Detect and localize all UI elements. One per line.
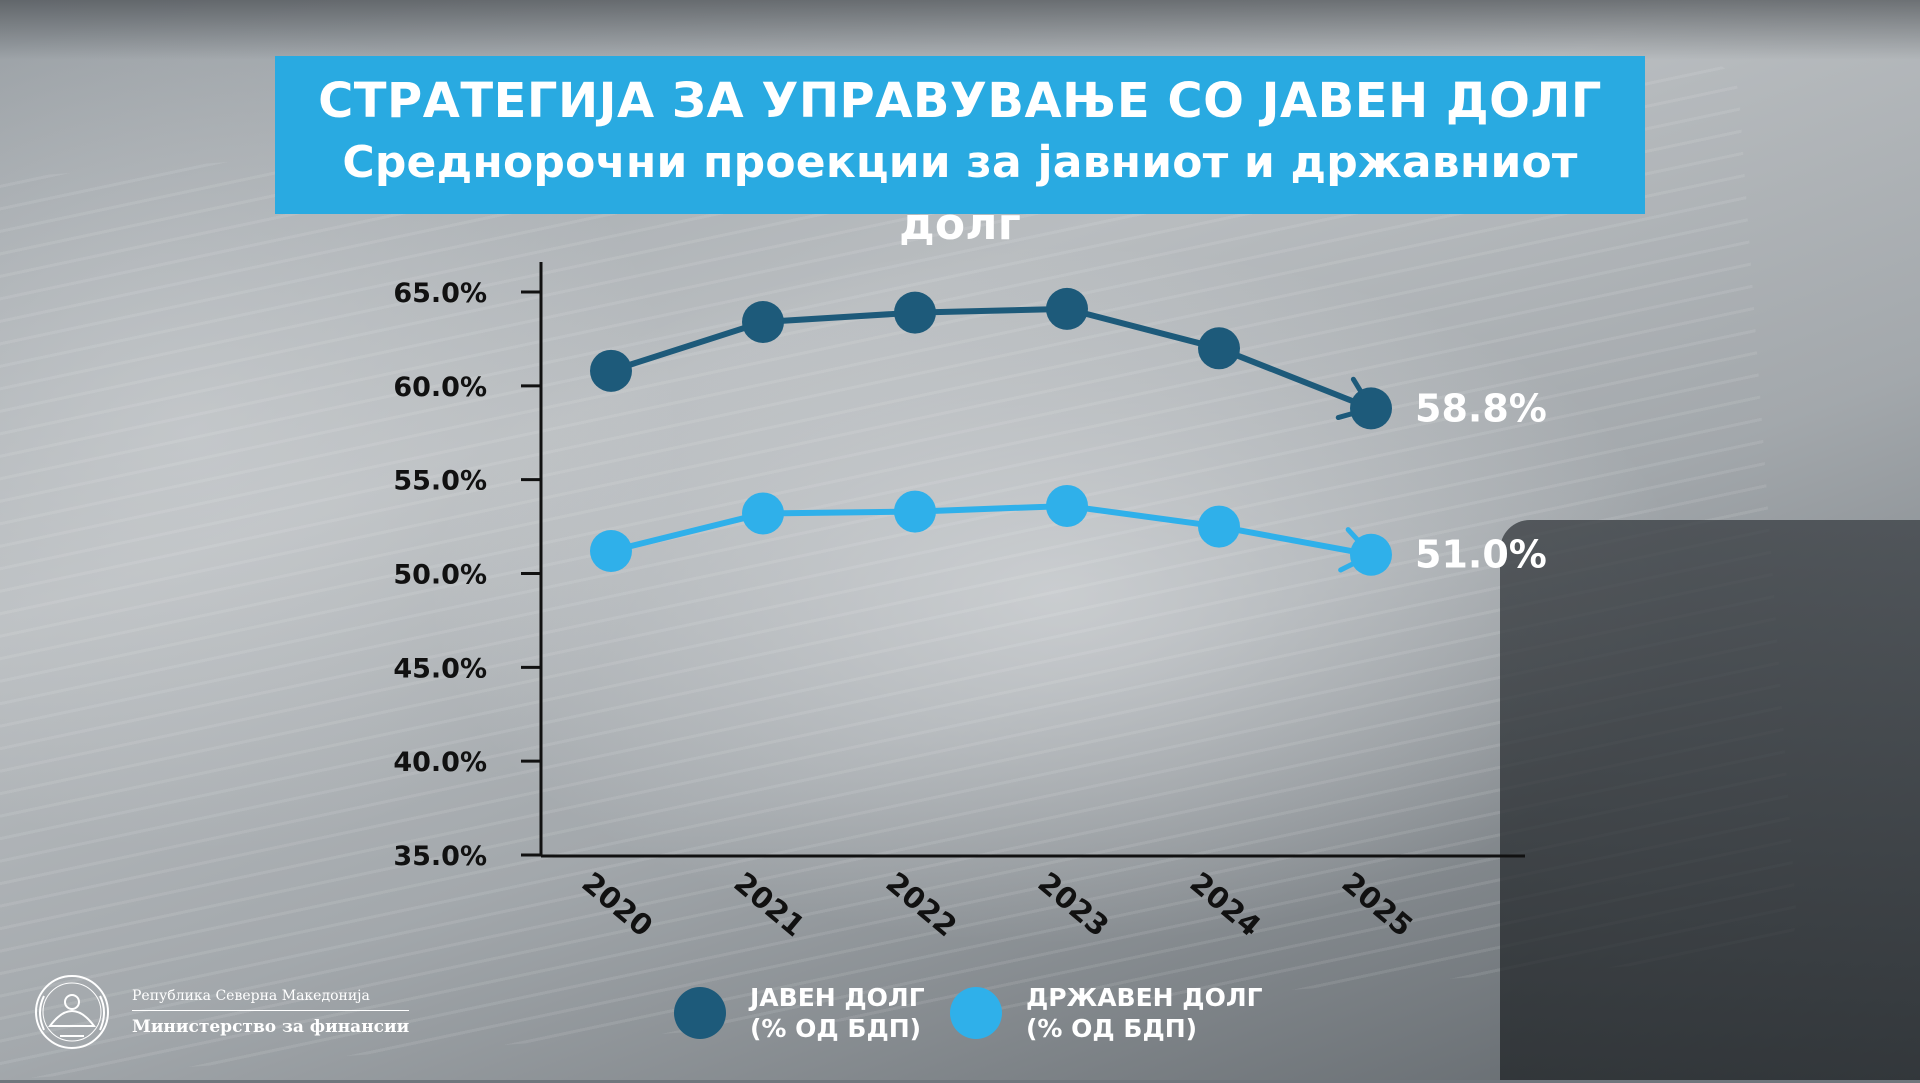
logo-ministry: Министерство за финансии <box>132 1016 410 1037</box>
end-value-label: 51.0% <box>1415 533 1547 577</box>
data-point <box>1046 287 1088 330</box>
legend-label-public-debt: ЈАВЕН ДОЛГ (% ОД БДП) <box>750 983 925 1043</box>
x-tick-label: 2023 <box>1032 865 1116 943</box>
data-point <box>590 349 632 392</box>
x-tick-label: 2025 <box>1336 865 1420 943</box>
x-tick-label: 2020 <box>576 865 660 943</box>
legend-marker-state-debt <box>950 987 1002 1039</box>
x-tick-label: 2024 <box>1184 865 1268 943</box>
data-point <box>1046 484 1088 527</box>
legend-item-public-debt: ЈАВЕН ДОЛГ (% ОД БДП) <box>674 982 925 1044</box>
y-tick-label: 65.0% <box>393 278 487 309</box>
data-point <box>894 291 936 334</box>
chart-subtitle: Среднорочни проекции за јавниот и државн… <box>342 137 1578 250</box>
data-point <box>1350 533 1392 576</box>
x-tick-label: 2021 <box>728 865 812 943</box>
legend-item-state-debt: ДРЖАВЕН ДОЛГ (% ОД БДП) <box>950 982 1263 1044</box>
logo-country: Република Северна Македонија <box>132 988 410 1011</box>
data-point <box>1198 327 1240 370</box>
y-tick-label: 55.0% <box>393 466 487 497</box>
data-point <box>894 490 936 533</box>
end-value-label: 58.8% <box>1415 386 1547 430</box>
background-dark-object <box>1500 520 1920 1080</box>
x-tick-label: 2022 <box>880 865 964 943</box>
title-banner: СТРАТЕГИЈА ЗА УПРАВУВАЊЕ СО ЈАВЕН ДОЛГ С… <box>275 56 1645 250</box>
ministry-logo: Република Северна Македонија Министерств… <box>30 966 410 1058</box>
series-line-1 <box>610 502 1372 558</box>
legend-label-state-debt: ДРЖАВЕН ДОЛГ (% ОД БДП) <box>1026 983 1263 1043</box>
y-tick-label: 45.0% <box>393 653 487 684</box>
data-point <box>742 492 784 535</box>
y-tick-label: 35.0% <box>393 841 487 872</box>
legend-marker-public-debt <box>674 987 726 1039</box>
background-shade <box>0 0 1920 60</box>
y-tick-label: 50.0% <box>393 560 487 591</box>
data-point <box>1198 505 1240 548</box>
data-point <box>590 529 632 572</box>
y-tick-label: 60.0% <box>393 372 487 403</box>
chart-title: СТРАТЕГИЈА ЗА УПРАВУВАЊЕ СО ЈАВЕН ДОЛГ <box>318 73 1602 129</box>
data-point <box>1350 387 1392 430</box>
series-line-0 <box>610 305 1373 412</box>
data-point <box>742 301 784 344</box>
y-tick-label: 40.0% <box>393 747 487 778</box>
state-emblem-icon <box>35 975 109 1049</box>
